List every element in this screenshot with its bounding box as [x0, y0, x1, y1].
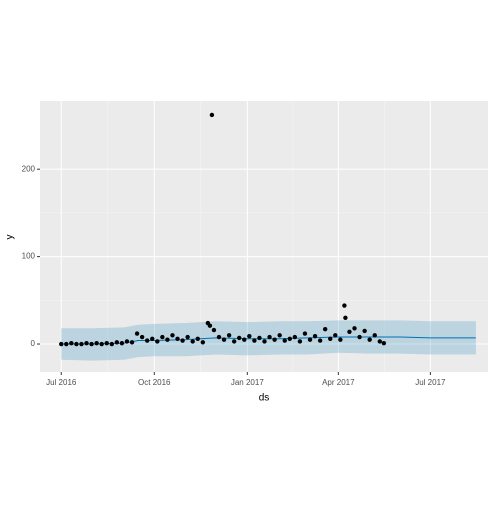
data-point	[69, 340, 74, 346]
x-axis-label: ds	[259, 393, 270, 404]
data-point	[216, 334, 222, 340]
data-point	[277, 333, 282, 338]
data-point	[74, 341, 79, 347]
data-point	[119, 340, 125, 346]
x-tick-label: Jan 2017	[231, 378, 264, 387]
data-point	[89, 341, 94, 347]
data-point	[64, 341, 69, 347]
data-point	[328, 336, 333, 341]
data-point	[109, 341, 115, 347]
data-point	[292, 334, 298, 340]
data-point	[165, 337, 170, 342]
data-point	[209, 112, 215, 118]
data-point	[377, 339, 382, 344]
data-point	[343, 315, 348, 320]
data-point	[287, 336, 292, 341]
data-point	[150, 336, 155, 341]
data-point	[190, 339, 195, 344]
data-point	[99, 341, 104, 347]
data-point	[242, 337, 247, 342]
data-point	[257, 335, 262, 341]
data-point	[200, 340, 206, 345]
data-point	[381, 340, 387, 346]
data-point	[237, 335, 242, 341]
data-point	[144, 338, 150, 343]
data-point	[180, 338, 185, 343]
data-point	[357, 334, 362, 340]
uncertainty-band	[61, 320, 476, 361]
data-point	[94, 340, 99, 346]
data-point	[272, 337, 277, 342]
y-tick-label: 0	[31, 339, 36, 348]
data-point	[297, 339, 303, 344]
data-point	[124, 339, 130, 344]
y-tick-label: 200	[22, 164, 36, 173]
data-point	[317, 338, 323, 343]
data-point	[247, 333, 252, 339]
data-point	[175, 336, 180, 341]
data-point	[267, 334, 272, 340]
x-tick-label: Jul 2017	[415, 378, 446, 387]
data-point	[352, 326, 357, 331]
data-point	[342, 303, 347, 308]
grid	[40, 101, 488, 372]
data-point	[307, 337, 313, 342]
x-tick-label: Apr 2017	[322, 378, 355, 387]
y-tick-label: 100	[22, 252, 36, 261]
data-point	[221, 337, 227, 342]
data-point	[160, 334, 165, 340]
data-point	[134, 331, 140, 336]
x-tick-label: Oct 2016	[138, 378, 171, 387]
data-point	[333, 333, 338, 338]
data-point	[362, 328, 367, 334]
data-point	[84, 340, 89, 346]
data-point	[211, 327, 217, 333]
data-point	[139, 334, 145, 340]
data-point	[185, 334, 190, 340]
data-point	[195, 336, 200, 341]
data-point	[231, 339, 237, 344]
data-point	[170, 333, 175, 338]
data-point	[302, 331, 308, 336]
data-point	[114, 340, 120, 345]
data-point	[262, 339, 267, 344]
x-tick-label: Jul 2016	[46, 378, 77, 387]
data-point	[207, 323, 213, 328]
data-point	[322, 326, 328, 332]
data-point	[226, 333, 232, 338]
data-point	[155, 339, 160, 344]
data-point	[372, 333, 377, 338]
data-point	[79, 341, 84, 347]
data-point	[312, 333, 318, 339]
data-point	[104, 340, 109, 346]
data-point	[252, 338, 257, 343]
data-point	[347, 329, 352, 334]
data-point	[282, 338, 287, 343]
data-point	[338, 337, 343, 342]
data-point	[59, 341, 64, 347]
y-axis-label: y	[5, 235, 16, 240]
data-point	[129, 340, 135, 345]
panel	[40, 101, 488, 372]
data-point	[367, 337, 372, 342]
marks	[59, 112, 476, 361]
